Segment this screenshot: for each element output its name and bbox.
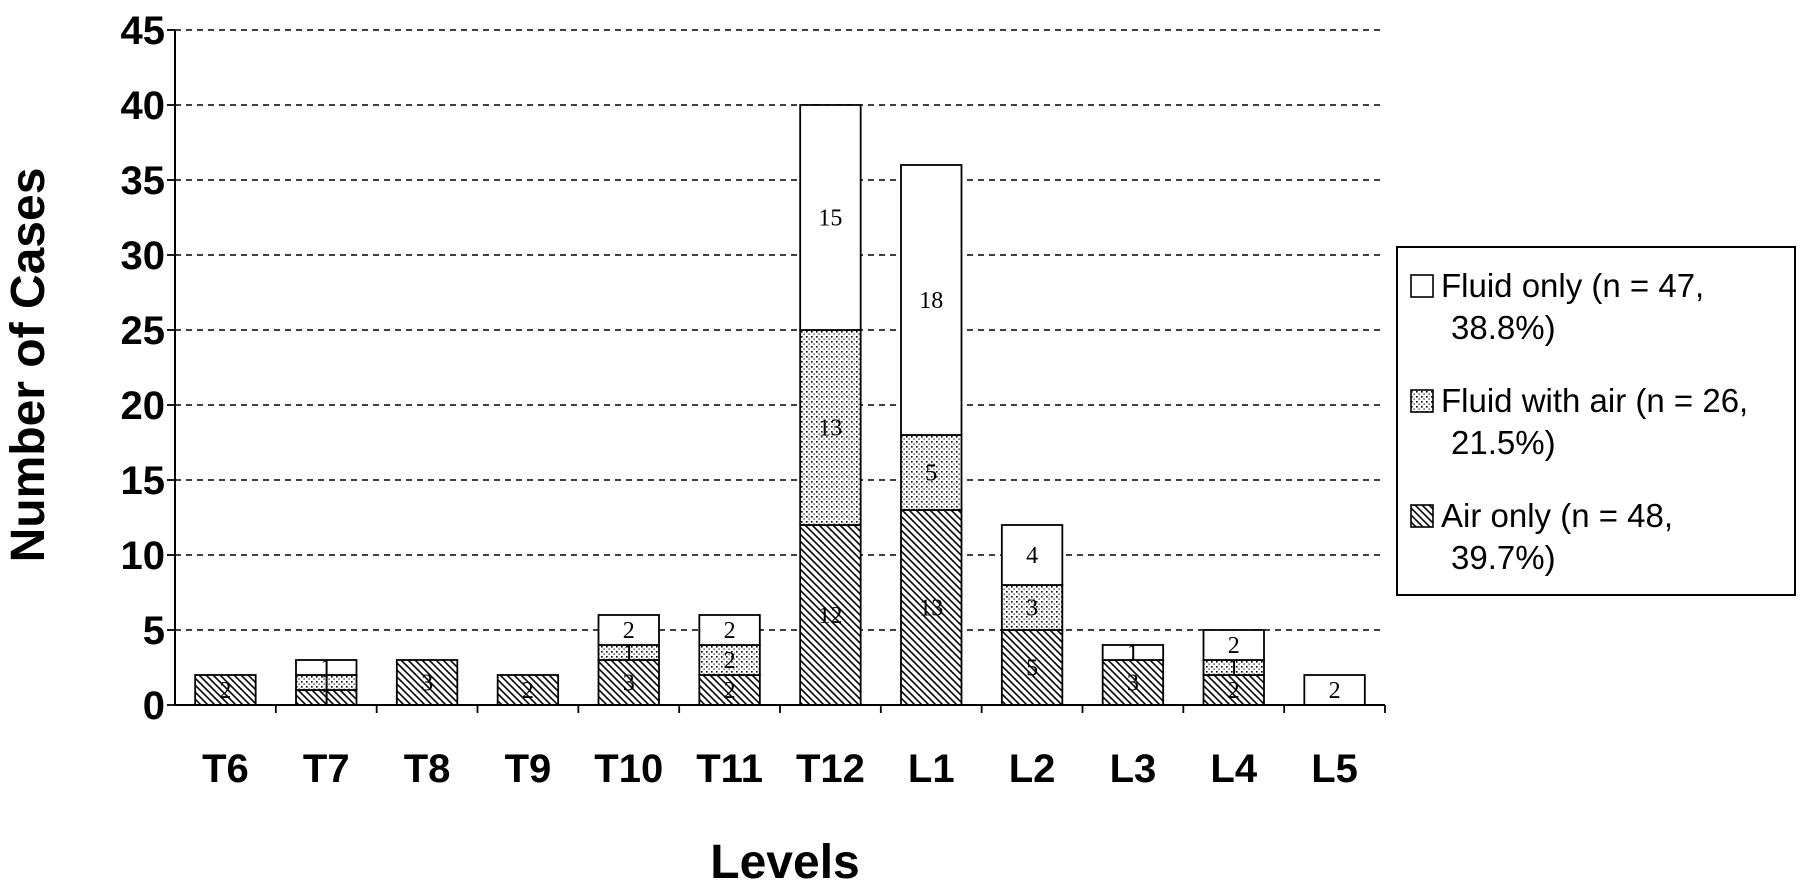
data-label-L4-series-0: 2 bbox=[1228, 678, 1240, 704]
data-label-T10-series-2: 2 bbox=[623, 618, 635, 644]
y-tick-30: 30 bbox=[121, 234, 166, 278]
data-label-T6-series-0: 2 bbox=[219, 678, 231, 704]
bar-T8-series-0 bbox=[395, 659, 459, 706]
bar-T7-series-2 bbox=[295, 659, 358, 676]
data-label-T11-series-0: 2 bbox=[724, 678, 736, 704]
data-label-T12-series-2: 15 bbox=[818, 206, 842, 232]
y-axis-title: Number of Cases bbox=[2, 168, 55, 563]
gridlines bbox=[175, 29, 1385, 631]
data-label-T11-series-1: 2 bbox=[724, 648, 736, 674]
data-label-T9-series-0: 2 bbox=[522, 678, 534, 704]
y-tick-20: 20 bbox=[121, 384, 166, 428]
bar-T11-series-1 bbox=[698, 644, 761, 676]
x-tick-T12: T12 bbox=[796, 747, 865, 791]
data-label-L2-series-1: 3 bbox=[1026, 596, 1038, 622]
legend-swatch-2 bbox=[1410, 504, 1434, 528]
legend-entry-1-line-1: 21.5%) bbox=[1451, 424, 1556, 461]
bar-T9-series-0 bbox=[496, 674, 560, 706]
x-tick-T10: T10 bbox=[594, 747, 663, 791]
x-tick-T6: T6 bbox=[202, 747, 249, 791]
data-label-L3-series-0: 3 bbox=[1127, 671, 1139, 697]
data-label-T11-series-2: 2 bbox=[724, 618, 736, 644]
data-label-T10-series-1: 1 bbox=[623, 641, 635, 667]
legend-entry-1-line-0: Fluid with air (n = 26, bbox=[1441, 382, 1748, 419]
y-tick-5: 5 bbox=[143, 609, 165, 653]
bar-T12-series-2 bbox=[799, 104, 862, 331]
bar-T11-series-0 bbox=[698, 674, 761, 706]
data-label-L1-series-1: 5 bbox=[925, 461, 937, 487]
x-tick-T9: T9 bbox=[505, 747, 552, 791]
data-label-L1-series-0: 13 bbox=[919, 596, 943, 622]
y-tick-10: 10 bbox=[121, 534, 166, 578]
legend-entry-0-line-1: 38.8%) bbox=[1451, 309, 1556, 346]
legend-entry-2-line-1: 39.7%) bbox=[1451, 539, 1556, 576]
x-tick-T8: T8 bbox=[404, 747, 451, 791]
data-label-L2-series-0: 5 bbox=[1026, 656, 1038, 682]
bar-T10-series-0 bbox=[597, 659, 660, 706]
x-tick-L4: L4 bbox=[1210, 747, 1257, 791]
x-axis-title: Levels bbox=[710, 836, 859, 887]
y-tick-40: 40 bbox=[121, 84, 166, 128]
data-label-L2-series-2: 4 bbox=[1026, 543, 1038, 569]
bar-L1-series-1 bbox=[900, 434, 963, 511]
tick-labels: T6 T7 T8 T9 T10 T11 T12 L1 L2 L3 L4 L50510152025303… bbox=[121, 9, 1358, 791]
x-tick-L3: L3 bbox=[1110, 747, 1157, 791]
data-label-T12-series-1: 13 bbox=[818, 416, 842, 442]
legend-entry-2-line-0: Air only (n = 48, bbox=[1441, 497, 1673, 534]
y-tick-0: 0 bbox=[143, 684, 165, 728]
bar-L5-series-2 bbox=[1303, 674, 1366, 706]
bar-T12-series-1 bbox=[799, 329, 862, 526]
axes bbox=[167, 29, 1386, 713]
y-tick-45: 45 bbox=[121, 9, 166, 53]
data-label-T8-series-0: 3 bbox=[421, 671, 433, 697]
y-tick-25: 25 bbox=[121, 309, 166, 353]
data-label-T12-series-0: 12 bbox=[818, 603, 842, 629]
bar-L2-series-2 bbox=[1000, 524, 1064, 586]
data-label-T7-series-2: 1 bbox=[320, 656, 332, 682]
bar-T11-series-2 bbox=[698, 614, 761, 646]
bar-L4-series-2 bbox=[1202, 629, 1265, 661]
x-tick-L5: L5 bbox=[1311, 747, 1358, 791]
y-tick-15: 15 bbox=[121, 459, 166, 503]
y-tick-35: 35 bbox=[121, 159, 166, 203]
bar-T10-series-2 bbox=[597, 614, 660, 646]
data-label-L3-series-2: 1 bbox=[1127, 641, 1139, 667]
legend-swatch-0 bbox=[1410, 274, 1434, 298]
legend-swatch-1 bbox=[1410, 389, 1434, 413]
data-label-T10-series-0: 3 bbox=[623, 671, 635, 697]
bar-L1-series-2 bbox=[900, 164, 963, 436]
data-label-L4-series-1: 1 bbox=[1228, 656, 1240, 682]
x-tick-L2: L2 bbox=[1009, 747, 1056, 791]
legend-box bbox=[1396, 246, 1796, 596]
data-label-L4-series-2: 2 bbox=[1228, 633, 1240, 659]
x-tick-T7: T7 bbox=[303, 747, 350, 791]
bar-T12-series-0 bbox=[799, 524, 862, 706]
data-label-T7-series-1: 1 bbox=[320, 671, 332, 697]
bar-L3-series-2 bbox=[1101, 644, 1165, 661]
legend-entry-0-line-0: Fluid only (n = 47, bbox=[1441, 267, 1704, 304]
data-label-L5-series-2: 2 bbox=[1329, 678, 1341, 704]
legend: Fluid only (n = 47, 38.8%) Fluid with air … bbox=[1396, 246, 1796, 596]
x-tick-T11: T11 bbox=[696, 747, 763, 791]
x-tick-L1: L1 bbox=[908, 747, 955, 791]
data-label-L1-series-2: 18 bbox=[919, 288, 943, 314]
